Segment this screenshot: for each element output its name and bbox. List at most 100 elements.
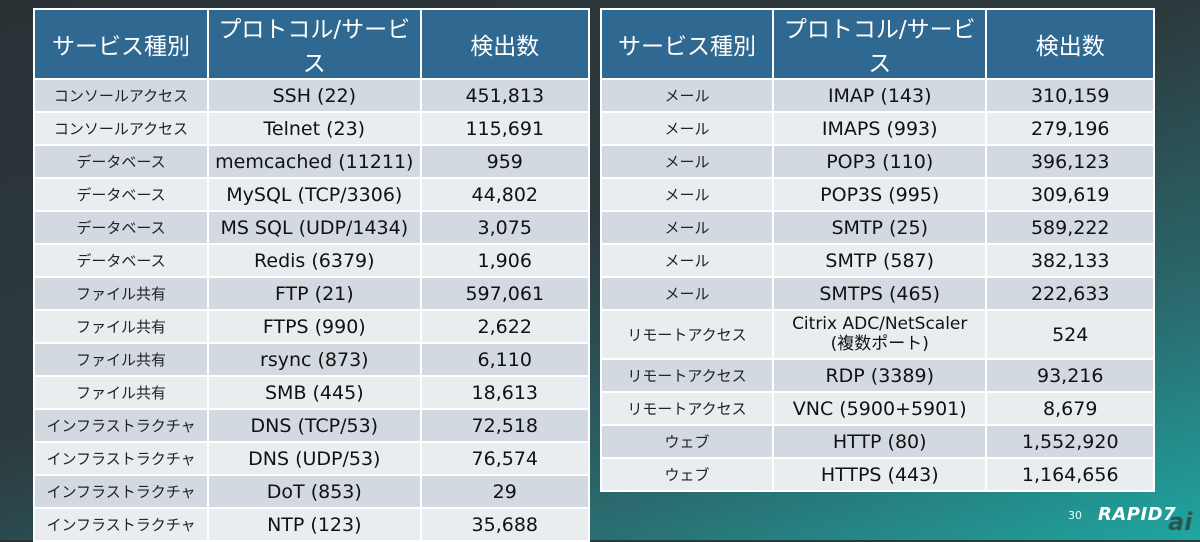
count-cell: 3,075: [419, 210, 591, 245]
watermark: ai: [1168, 508, 1193, 536]
protocol-cell: SMB (445): [207, 375, 422, 410]
service-type-cell: メール: [599, 144, 775, 179]
count-cell: 29: [419, 474, 591, 509]
count-cell: 1,906: [419, 243, 591, 278]
protocol-cell: RDP (3389): [772, 358, 988, 393]
count-cell: 396,123: [985, 144, 1155, 179]
count-cell: 959: [419, 144, 591, 179]
protocol-cell: Citrix ADC/NetScaler (複数ポート): [772, 309, 988, 360]
service-type-cell: メール: [599, 177, 775, 212]
protocol-cell: HTTPS (443): [772, 457, 988, 492]
header-protocol: プロトコル/サービス: [207, 8, 422, 80]
service-type-cell: インフラストラクチャ: [32, 474, 210, 509]
count-cell: 451,813: [419, 78, 591, 113]
count-cell: 6,110: [419, 342, 591, 377]
service-type-cell: ファイル共有: [32, 276, 210, 311]
service-type-cell: インフラストラクチャ: [32, 408, 210, 443]
count-cell: 279,196: [985, 111, 1155, 146]
protocol-cell: IMAPS (993): [772, 111, 988, 146]
protocol-cell: SMTPS (465): [772, 276, 988, 311]
table-row: メール IMAP (143) 310,159: [599, 78, 1155, 113]
count-cell: 8,679: [985, 391, 1155, 426]
service-type-cell: メール: [599, 243, 775, 278]
table-row: インフラストラクチャ DNS (TCP/53) 72,518: [32, 408, 591, 443]
table-row: メール POP3 (110) 396,123: [599, 144, 1155, 179]
header-service-type: サービス種別: [32, 8, 210, 80]
table-row: リモートアクセス RDP (3389) 93,216: [599, 358, 1155, 393]
table-row: コンソールアクセス SSH (22) 451,813: [32, 78, 591, 113]
header-service-type: サービス種別: [599, 8, 775, 80]
service-type-cell: ファイル共有: [32, 342, 210, 377]
table-row: コンソールアクセス Telnet (23) 115,691: [32, 111, 591, 146]
table-row: メール SMTP (587) 382,133: [599, 243, 1155, 278]
table-row: データベース MySQL (TCP/3306) 44,802: [32, 177, 591, 212]
service-type-cell: データベース: [32, 177, 210, 212]
table-row: メール POP3S (995) 309,619: [599, 177, 1155, 212]
service-type-cell: メール: [599, 111, 775, 146]
protocol-cell: MS SQL (UDP/1434): [207, 210, 422, 245]
service-type-cell: コンソールアクセス: [32, 111, 210, 146]
protocol-cell: rsync (873): [207, 342, 422, 377]
table-row: ファイル共有 FTPS (990) 2,622: [32, 309, 591, 344]
left-services-table: サービス種別 プロトコル/サービス 検出数 コンソールアクセス SSH (22) 4…: [32, 8, 591, 542]
table-row: インフラストラクチャ NTP (123) 35,688: [32, 507, 591, 542]
count-cell: 1,164,656: [985, 457, 1155, 492]
count-cell: 309,619: [985, 177, 1155, 212]
protocol-cell: FTPS (990): [207, 309, 422, 344]
protocol-cell: HTTP (80): [772, 424, 988, 459]
table-row: リモートアクセス VNC (5900+5901) 8,679: [599, 391, 1155, 426]
table-row: データベース MS SQL (UDP/1434) 3,075: [32, 210, 591, 245]
protocol-cell: FTP (21): [207, 276, 422, 311]
count-cell: 524: [985, 309, 1155, 360]
table-row: インフラストラクチャ DNS (UDP/53) 76,574: [32, 441, 591, 476]
service-type-cell: データベース: [32, 144, 210, 179]
count-cell: 382,133: [985, 243, 1155, 278]
table-row: メール IMAPS (993) 279,196: [599, 111, 1155, 146]
service-type-cell: リモートアクセス: [599, 358, 775, 393]
count-cell: 35,688: [419, 507, 591, 542]
count-cell: 18,613: [419, 375, 591, 410]
protocol-cell: DoT (853): [207, 474, 422, 509]
service-type-cell: ファイル共有: [32, 375, 210, 410]
protocol-cell: SMTP (587): [772, 243, 988, 278]
protocol-cell: DNS (TCP/53): [207, 408, 422, 443]
count-cell: 76,574: [419, 441, 591, 476]
header-count: 検出数: [419, 8, 591, 80]
rapid7-logo: RAPID7: [1098, 504, 1177, 525]
protocol-cell: VNC (5900+5901): [772, 391, 988, 426]
count-cell: 222,633: [985, 276, 1155, 311]
table-row: リモートアクセス Citrix ADC/NetScaler (複数ポート) 524: [599, 309, 1155, 360]
page-number: 30: [1068, 509, 1082, 522]
table-row: データベース Redis (6379) 1,906: [32, 243, 591, 278]
protocol-cell: Redis (6379): [207, 243, 422, 278]
count-cell: 310,159: [985, 78, 1155, 113]
table-row: インフラストラクチャ DoT (853) 29: [32, 474, 591, 509]
count-cell: 44,802: [419, 177, 591, 212]
service-type-cell: メール: [599, 78, 775, 113]
service-type-cell: メール: [599, 276, 775, 311]
protocol-cell: Telnet (23): [207, 111, 422, 146]
count-cell: 597,061: [419, 276, 591, 311]
service-type-cell: データベース: [32, 210, 210, 245]
service-type-cell: インフラストラクチャ: [32, 507, 210, 542]
protocol-cell: IMAP (143): [772, 78, 988, 113]
table-row: ウェブ HTTPS (443) 1,164,656: [599, 457, 1155, 492]
service-type-cell: ウェブ: [599, 457, 775, 492]
table-row: ウェブ HTTP (80) 1,552,920: [599, 424, 1155, 459]
table-row: ファイル共有 SMB (445) 18,613: [32, 375, 591, 410]
count-cell: 589,222: [985, 210, 1155, 245]
table-row: メール SMTP (25) 589,222: [599, 210, 1155, 245]
right-services-table: サービス種別 プロトコル/サービス 検出数 メール IMAP (143) 310,1…: [599, 8, 1155, 492]
protocol-cell: SMTP (25): [772, 210, 988, 245]
count-cell: 1,552,920: [985, 424, 1155, 459]
count-cell: 93,216: [985, 358, 1155, 393]
header-count: 検出数: [985, 8, 1155, 80]
protocol-cell: POP3 (110): [772, 144, 988, 179]
protocol-cell: SSH (22): [207, 78, 422, 113]
table-row: メール SMTPS (465) 222,633: [599, 276, 1155, 311]
service-type-cell: リモートアクセス: [599, 309, 775, 360]
count-cell: 2,622: [419, 309, 591, 344]
protocol-cell: POP3S (995): [772, 177, 988, 212]
protocol-cell: MySQL (TCP/3306): [207, 177, 422, 212]
count-cell: 72,518: [419, 408, 591, 443]
